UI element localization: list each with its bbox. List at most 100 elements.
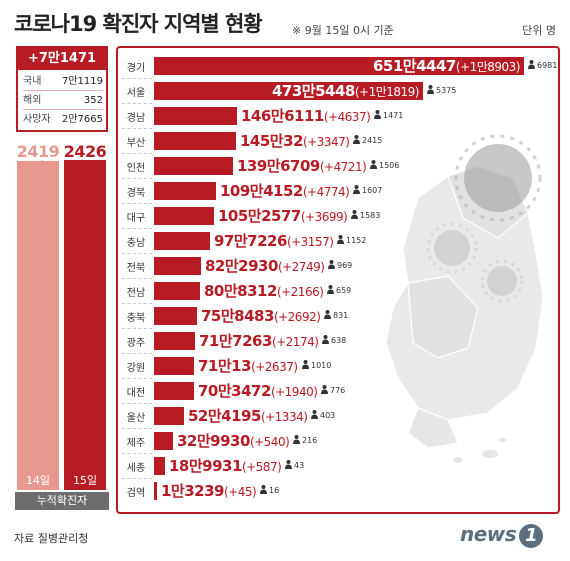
- death-count: 43: [285, 457, 304, 475]
- row-separator: [122, 228, 152, 229]
- person-icon: [321, 385, 328, 394]
- daily-increase: (+1940): [270, 385, 318, 399]
- korea-map-background: [385, 134, 544, 463]
- daily-increase: (+3699): [300, 210, 348, 224]
- new-cases-row-value: 352: [83, 95, 103, 106]
- cumulative-caption: 누적확진자: [15, 492, 109, 510]
- region-label: 부산: [126, 138, 146, 149]
- person-icon: [427, 85, 434, 94]
- death-count: 2415: [353, 132, 382, 150]
- daily-increase: (+45): [224, 485, 257, 499]
- bar-대전: [154, 382, 194, 400]
- value-label: 473만5448(+1만1819): [272, 82, 420, 101]
- value-label: 52만4195(+1334): [188, 407, 308, 426]
- death-count: 403: [311, 407, 335, 425]
- row-separator: [122, 203, 152, 204]
- row-separator: [122, 428, 152, 429]
- cumulative-bar-day14: [17, 161, 59, 490]
- person-icon: [302, 360, 309, 369]
- virus-icon: [454, 134, 542, 222]
- new-cases-row-domestic: 국내 7만1119: [23, 73, 103, 91]
- value-label: 97만7226(+3157): [214, 232, 334, 251]
- daily-increase: (+1만1819): [354, 85, 420, 99]
- region-label: 전북: [126, 263, 146, 274]
- region-label: 전남: [126, 288, 146, 299]
- cumulative-count: 82만2930: [205, 257, 278, 275]
- bar-충남: [154, 232, 210, 250]
- bar-부산: [154, 132, 236, 150]
- person-icon: [528, 60, 535, 69]
- region-label: 강원: [126, 363, 146, 374]
- row-separator: [122, 253, 152, 254]
- bar-세종: [154, 457, 165, 475]
- row-separator: [122, 303, 152, 304]
- person-icon: [351, 210, 358, 219]
- death-count: 1010: [302, 357, 331, 375]
- new-cases-row-overseas: 해외 352: [23, 92, 103, 110]
- logo-text: news: [460, 522, 517, 546]
- death-count: 659: [327, 282, 351, 300]
- person-icon: [337, 235, 344, 244]
- death-count: 1506: [370, 157, 399, 175]
- region-label: 경북: [126, 188, 146, 199]
- row-separator: [122, 103, 152, 104]
- row-separator: [122, 403, 152, 404]
- death-count: 1152: [337, 232, 366, 250]
- daily-increase: (+3347): [303, 135, 350, 149]
- cumulative-count: 1만3239: [161, 482, 225, 500]
- cumulative-count: 18만9931: [169, 457, 242, 475]
- bar-경북: [154, 182, 216, 200]
- daily-increase: (+3157): [286, 235, 334, 249]
- region-label: 광주: [126, 338, 146, 349]
- region-label: 제주: [126, 438, 146, 449]
- row-separator: [122, 478, 152, 479]
- value-label: 71만7263(+2174): [199, 332, 319, 351]
- new-cases-box: +7만1471 국내 7만1119 해외 352 사망자 2만7665: [16, 46, 108, 132]
- value-label: 109만4152(+4774): [220, 182, 350, 201]
- person-icon: [327, 285, 334, 294]
- region-label: 인천: [126, 163, 146, 174]
- cumulative-count: 105만2577: [218, 207, 301, 225]
- person-icon: [328, 260, 335, 269]
- cumulative-count: 473만5448: [272, 82, 355, 100]
- person-icon: [370, 160, 377, 169]
- value-label: 1만3239(+45): [161, 482, 257, 501]
- logo-badge: 1: [519, 524, 544, 548]
- cumulative-count: 70만3472: [198, 382, 271, 400]
- region-label: 세종: [126, 463, 146, 474]
- daily-increase: (+2166): [276, 285, 324, 299]
- cumulative-count: 71만7263: [199, 332, 272, 350]
- daily-increase: (+1334): [260, 410, 308, 424]
- row-separator: [122, 378, 152, 379]
- region-label: 충북: [126, 313, 146, 324]
- page-title: 코로나19 확진자 지역별 현황: [14, 12, 263, 36]
- bar-광주: [154, 332, 195, 350]
- daily-increase: (+2637): [251, 360, 298, 374]
- person-icon: [353, 135, 360, 144]
- value-label: 71만13(+2637): [198, 357, 298, 376]
- person-icon: [353, 185, 360, 194]
- daily-increase: (+2174): [271, 335, 319, 349]
- bar-검역: [154, 482, 157, 500]
- daily-increase: (+1만8903): [455, 60, 521, 74]
- value-label: 80만8312(+2166): [204, 282, 324, 301]
- row-separator: [122, 153, 152, 154]
- bar-제주: [154, 432, 173, 450]
- daily-increase: (+540): [249, 435, 290, 449]
- daily-increase: (+4721): [319, 160, 367, 174]
- regional-chart-panel: 경기 651만4447(+1만8903) 6981 서울 473만5448(+1만181…: [116, 46, 560, 514]
- new-cases-total: +7만1471: [18, 48, 106, 70]
- value-label: 139만6709(+4721): [237, 157, 367, 176]
- death-count: 6981: [528, 57, 557, 75]
- bar-강원: [154, 357, 194, 375]
- new-cases-row-label: 사망자: [23, 114, 51, 125]
- bar-서울: [154, 82, 423, 100]
- daily-increase: (+2749): [277, 260, 325, 274]
- region-label: 경남: [126, 113, 146, 124]
- region-label: 대전: [126, 388, 146, 399]
- person-icon: [324, 310, 331, 319]
- region-label: 충남: [126, 238, 146, 249]
- bar-전북: [154, 257, 201, 275]
- new-cases-row-label: 국내: [23, 76, 42, 87]
- daily-increase: (+4637): [323, 110, 371, 124]
